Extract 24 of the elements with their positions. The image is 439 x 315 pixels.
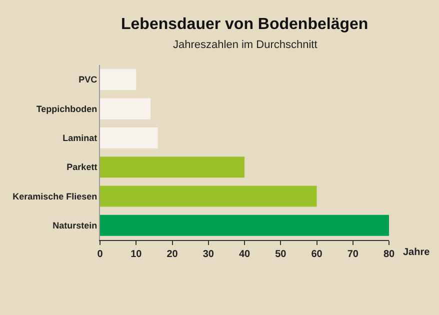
x-tick-label: 40 — [238, 249, 250, 260]
x-tick-label: 0 — [97, 249, 104, 260]
chart-subtitle: Jahreszahlen im Durchschnitt — [173, 39, 318, 51]
x-tick-label: 80 — [383, 249, 395, 260]
y-tick-label: Parkett — [66, 162, 98, 172]
bar — [100, 156, 244, 178]
bar — [100, 69, 136, 90]
x-tick-label: 20 — [166, 249, 178, 260]
y-tick-label: Laminat — [62, 133, 98, 144]
bar — [100, 98, 151, 120]
x-tick-label: 10 — [130, 249, 142, 260]
x-tick-label: 30 — [202, 249, 214, 260]
x-tick-label: 50 — [275, 249, 287, 260]
bar — [100, 127, 158, 148]
y-tick-label: Keramische Fliesen — [12, 191, 98, 202]
chart-title: Lebensdauer von Bodenbelägen — [121, 16, 368, 33]
x-tick-label: 70 — [347, 249, 359, 260]
bar — [100, 186, 317, 207]
y-tick-label: PVC — [78, 74, 98, 85]
x-axis-title: Jahre — [403, 247, 430, 258]
y-tick-label: Teppichboden — [36, 104, 98, 114]
bar — [100, 214, 389, 236]
x-tick-label: 60 — [311, 249, 323, 260]
y-tick-label: Naturstein — [52, 220, 98, 231]
